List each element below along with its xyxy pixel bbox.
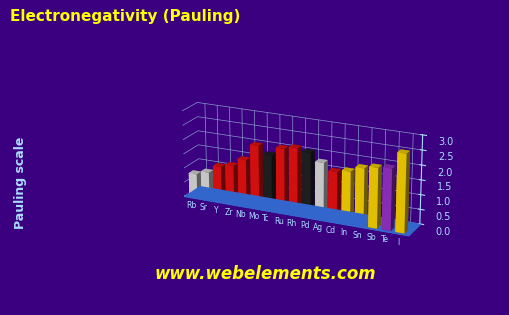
Text: Pauling scale: Pauling scale [14,136,27,229]
Text: www.webelements.com: www.webelements.com [154,265,375,283]
Text: Electronegativity (Pauling): Electronegativity (Pauling) [10,9,240,25]
